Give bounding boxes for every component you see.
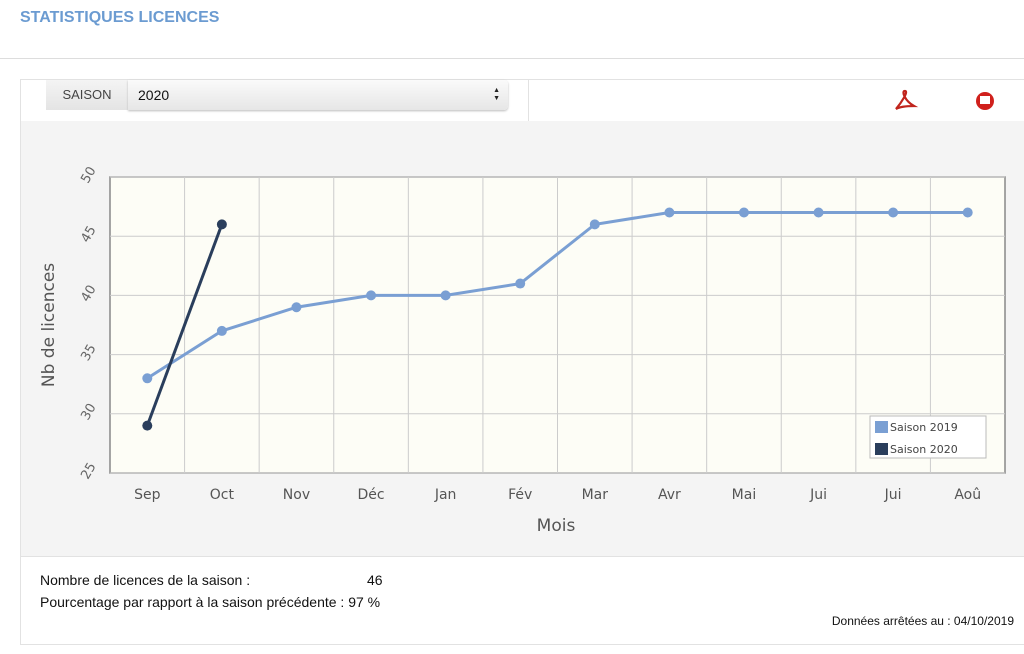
filter-label: SAISON <box>46 80 128 110</box>
icon-glyph <box>980 96 990 104</box>
data-point <box>142 420 153 431</box>
x-tick-label: Fév <box>508 487 532 503</box>
data-point <box>962 207 973 218</box>
summary-label: Pourcentage par rapport à la saison préc… <box>40 594 345 610</box>
summary-row: Pourcentage par rapport à la saison préc… <box>40 594 380 610</box>
legend-swatch <box>875 421 888 433</box>
data-point <box>813 207 824 218</box>
legend-entry: Saison 2019 <box>890 421 958 434</box>
y-tick-label: 45 <box>78 224 99 246</box>
y-axis-label: Nb de licences <box>39 263 59 387</box>
x-tick-label: Mai <box>732 487 757 503</box>
x-tick-label: Nov <box>283 487 310 503</box>
data-point <box>888 207 899 218</box>
data-point <box>216 219 227 230</box>
x-tick-label: Jui <box>884 487 902 503</box>
print-icon[interactable] <box>976 92 994 110</box>
x-tick-label: Oct <box>210 487 235 503</box>
y-tick-label: 35 <box>78 342 99 364</box>
separator <box>528 80 529 121</box>
pdf-glyph <box>895 89 919 110</box>
data-point <box>142 373 153 384</box>
x-tick-label: Avr <box>658 487 681 503</box>
y-tick-label: 40 <box>78 283 99 305</box>
summary-label: Nombre de licences de la saison : <box>40 572 251 588</box>
data-point <box>515 278 526 289</box>
summary-value: 46 <box>367 572 383 588</box>
summary-row: Nombre de licences de la saison : 46 <box>40 572 383 588</box>
data-point <box>291 302 302 313</box>
divider <box>0 58 1024 59</box>
x-tick-label: Déc <box>357 487 384 503</box>
y-tick-label: 50 <box>78 164 99 186</box>
series-line <box>145 223 224 427</box>
toolbar: SAISON 2020 <box>21 80 1024 122</box>
x-tick-label: Aoû <box>954 487 981 503</box>
y-tick-label: 30 <box>78 401 99 423</box>
y-tick-label: 25 <box>78 460 99 482</box>
page-title: STATISTIQUES LICENCES <box>20 9 220 26</box>
legend-entry: Saison 2020 <box>890 443 958 456</box>
data-point <box>366 290 377 301</box>
season-select[interactable]: 2020 <box>128 80 508 110</box>
data-point <box>216 325 227 336</box>
data-point <box>738 207 749 218</box>
pdf-icon[interactable] <box>895 89 919 110</box>
data-point <box>589 219 600 230</box>
x-tick-label: Jui <box>809 487 827 503</box>
data-point <box>664 207 675 218</box>
x-axis-label: Mois <box>537 516 576 536</box>
series-line <box>146 211 968 380</box>
data-date: Données arrêtées au : 04/10/2019 <box>831 614 1014 628</box>
x-tick-label: Sep <box>134 487 161 503</box>
summary-value: 97 % <box>348 594 381 610</box>
x-tick-label: Jan <box>434 487 457 503</box>
legend <box>869 415 987 459</box>
legend-swatch <box>875 443 888 455</box>
x-tick-label: Mar <box>582 487 609 503</box>
data-point <box>440 290 451 301</box>
